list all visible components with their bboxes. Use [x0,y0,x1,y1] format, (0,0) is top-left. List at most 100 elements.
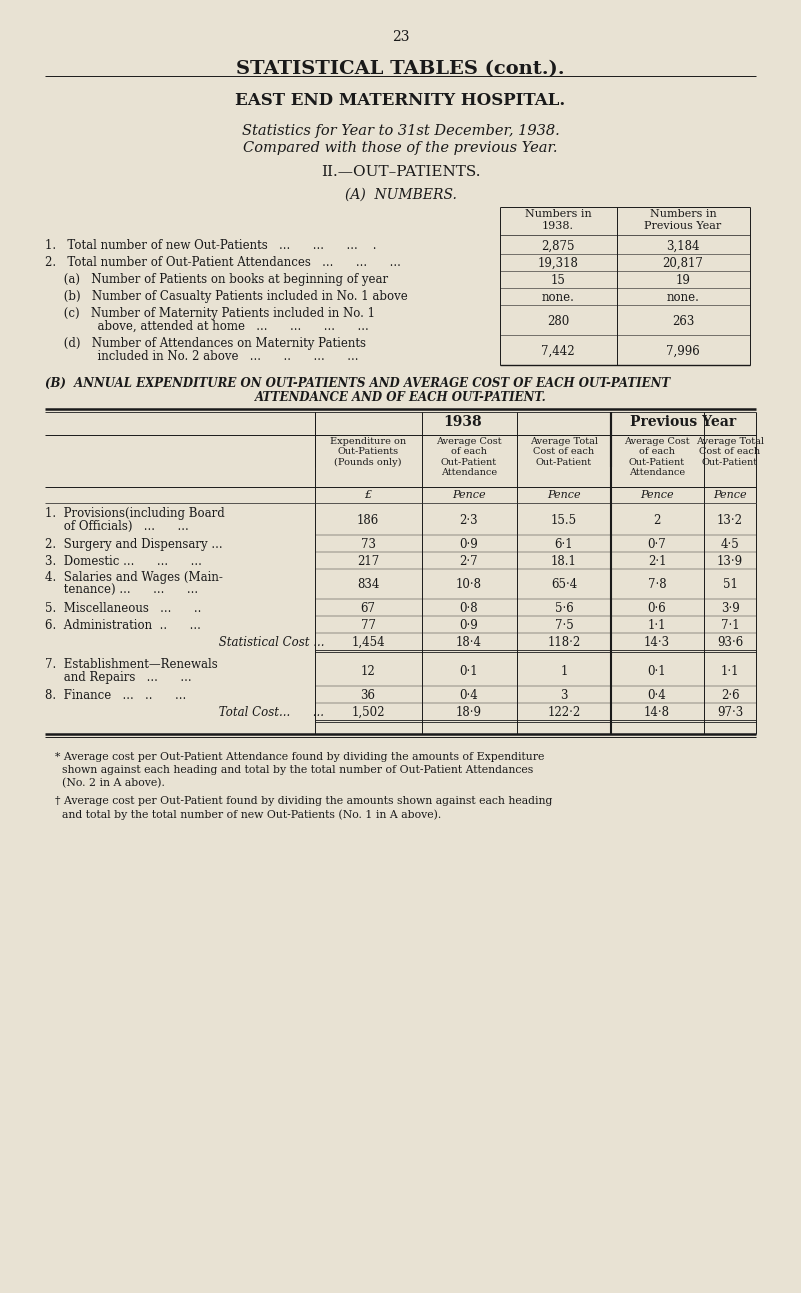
Text: STATISTICAL TABLES (cont.).: STATISTICAL TABLES (cont.). [236,59,565,78]
Text: 122·2: 122·2 [547,706,581,719]
Text: 2·3: 2·3 [460,515,478,528]
Text: Numbers in
Previous Year: Numbers in Previous Year [644,209,722,230]
Text: 15.5: 15.5 [551,515,577,528]
Text: 2: 2 [654,515,661,528]
Text: Expenditure on
Out-Patients
(Pounds only): Expenditure on Out-Patients (Pounds only… [330,437,406,467]
Text: Statistical Cost ...: Statistical Cost ... [200,636,324,649]
Text: Average Total
Cost of each
Out-Patient: Average Total Cost of each Out-Patient [530,437,598,467]
Text: 14·3: 14·3 [644,636,670,649]
Text: 2,875: 2,875 [541,240,575,253]
Text: (B)  ANNUAL EXPENDITURE ON OUT-PATIENTS AND AVERAGE COST OF EACH OUT-PATIENT: (B) ANNUAL EXPENDITURE ON OUT-PATIENTS A… [45,378,670,390]
Text: 7·5: 7·5 [554,619,574,632]
Text: 23: 23 [392,30,409,44]
Text: 77: 77 [360,619,376,632]
Text: 217: 217 [357,555,379,568]
Text: 2·7: 2·7 [460,555,478,568]
Text: 0·8: 0·8 [460,603,478,615]
Text: 19,318: 19,318 [537,257,578,270]
Text: 1·1: 1·1 [721,665,739,678]
Text: 0·1: 0·1 [648,665,666,678]
Text: Pence: Pence [453,490,486,500]
Text: Numbers in
1938.: Numbers in 1938. [525,209,591,230]
Text: 7,442: 7,442 [541,345,575,358]
Text: (b)   Number of Casualty Patients included in No. 1 above: (b) Number of Casualty Patients included… [45,290,408,303]
Text: II.—OUT–PATIENTS.: II.—OUT–PATIENTS. [320,166,481,178]
Text: Average Cost
of each
Out-Patient
Attendance: Average Cost of each Out-Patient Attenda… [437,437,501,477]
Text: 5.  Miscellaneous   ...      ..: 5. Miscellaneous ... .. [45,603,201,615]
Text: shown against each heading and total by the total number of Out-Patient Attendan: shown against each heading and total by … [55,765,533,775]
Text: 5·6: 5·6 [554,603,574,615]
Text: † Average cost per Out-Patient found by dividing the amounts shown against each : † Average cost per Out-Patient found by … [55,796,553,806]
Text: 3.  Domestic ...      ...      ...: 3. Domestic ... ... ... [45,555,202,568]
Text: 2·1: 2·1 [648,555,666,568]
Text: ATTENDANCE AND OF EACH OUT-PATIENT.: ATTENDANCE AND OF EACH OUT-PATIENT. [255,390,546,403]
Text: 186: 186 [357,515,379,528]
Text: 13·9: 13·9 [717,555,743,568]
Text: 10·8: 10·8 [456,578,482,591]
Text: 18·4: 18·4 [456,636,482,649]
Text: 1.  Provisions(including Board: 1. Provisions(including Board [45,507,225,520]
Text: none.: none. [666,291,699,304]
Text: 0·7: 0·7 [648,538,666,551]
Text: 4.  Salaries and Wages (Main-: 4. Salaries and Wages (Main- [45,572,223,584]
Text: 7·8: 7·8 [648,578,666,591]
Text: 19: 19 [675,274,690,287]
Text: 1·1: 1·1 [648,619,666,632]
Text: EAST END MATERNITY HOSPITAL.: EAST END MATERNITY HOSPITAL. [235,92,566,109]
Text: 51: 51 [723,578,738,591]
Text: 1,454: 1,454 [351,636,384,649]
Text: 0·9: 0·9 [460,538,478,551]
Text: 1938: 1938 [444,415,482,429]
Text: of Officials)   ...      ...: of Officials) ... ... [45,520,189,533]
Text: 3,184: 3,184 [666,240,700,253]
Text: 2.  Surgery and Dispensary ...: 2. Surgery and Dispensary ... [45,538,223,551]
Text: 13·2: 13·2 [717,515,743,528]
Text: Pence: Pence [640,490,674,500]
Text: * Average cost per Out-Patient Attendance found by dividing the amounts of Expen: * Average cost per Out-Patient Attendanc… [55,753,545,762]
Text: 6.  Administration  ..      ...: 6. Administration .. ... [45,619,201,632]
Text: 67: 67 [360,603,376,615]
Text: Total Cost...      ...: Total Cost... ... [200,706,324,719]
Text: 20,817: 20,817 [662,257,703,270]
Text: 65·4: 65·4 [551,578,578,591]
Text: 8.  Finance   ...   ..      ...: 8. Finance ... .. ... [45,689,187,702]
Text: 0·1: 0·1 [460,665,478,678]
Text: 2.   Total number of Out-Patient Attendances   ...      ...      ...: 2. Total number of Out-Patient Attendanc… [45,256,400,269]
Text: and Repairs   ...      ...: and Repairs ... ... [45,671,191,684]
Text: 12: 12 [360,665,376,678]
Text: 14·8: 14·8 [644,706,670,719]
Text: 97·3: 97·3 [717,706,743,719]
Text: Statistics for Year to 31st December, 1938.: Statistics for Year to 31st December, 19… [242,124,559,138]
Text: 118·2: 118·2 [547,636,581,649]
Text: 1.   Total number of new Out-Patients   ...      ...      ...    .: 1. Total number of new Out-Patients ... … [45,239,376,252]
Text: 7·1: 7·1 [721,619,739,632]
Text: above, attended at home   ...      ...      ...      ...: above, attended at home ... ... ... ... [45,319,368,334]
Text: and total by the total number of new Out-Patients (No. 1 in A above).: and total by the total number of new Out… [55,809,441,820]
Text: 263: 263 [672,315,694,328]
Text: £: £ [364,490,372,500]
Text: 73: 73 [360,538,376,551]
Text: 18·9: 18·9 [456,706,482,719]
Text: 15: 15 [550,274,566,287]
Text: Average Total
Cost of each
Out-Patient: Average Total Cost of each Out-Patient [696,437,764,467]
Text: 0·6: 0·6 [648,603,666,615]
Text: 1,502: 1,502 [352,706,384,719]
Text: 93·6: 93·6 [717,636,743,649]
Text: 2·6: 2·6 [721,689,739,702]
Text: 1: 1 [561,665,568,678]
Text: 36: 36 [360,689,376,702]
Text: 7.  Establishment—Renewals: 7. Establishment—Renewals [45,658,218,671]
Text: 6·1: 6·1 [554,538,574,551]
Text: 0·4: 0·4 [460,689,478,702]
Text: Compared with those of the previous Year.: Compared with those of the previous Year… [244,141,557,155]
Text: (a)   Number of Patients on books at beginning of year: (a) Number of Patients on books at begin… [45,273,388,286]
Text: 280: 280 [547,315,570,328]
Text: 0·9: 0·9 [460,619,478,632]
Text: none.: none. [541,291,574,304]
Text: 4·5: 4·5 [721,538,739,551]
Text: 3: 3 [560,689,568,702]
Text: (A)  NUMBERS.: (A) NUMBERS. [344,187,457,202]
Text: 3·9: 3·9 [721,603,739,615]
Text: (d)   Number of Attendances on Maternity Patients: (d) Number of Attendances on Maternity P… [45,337,366,350]
Text: 7,996: 7,996 [666,345,700,358]
